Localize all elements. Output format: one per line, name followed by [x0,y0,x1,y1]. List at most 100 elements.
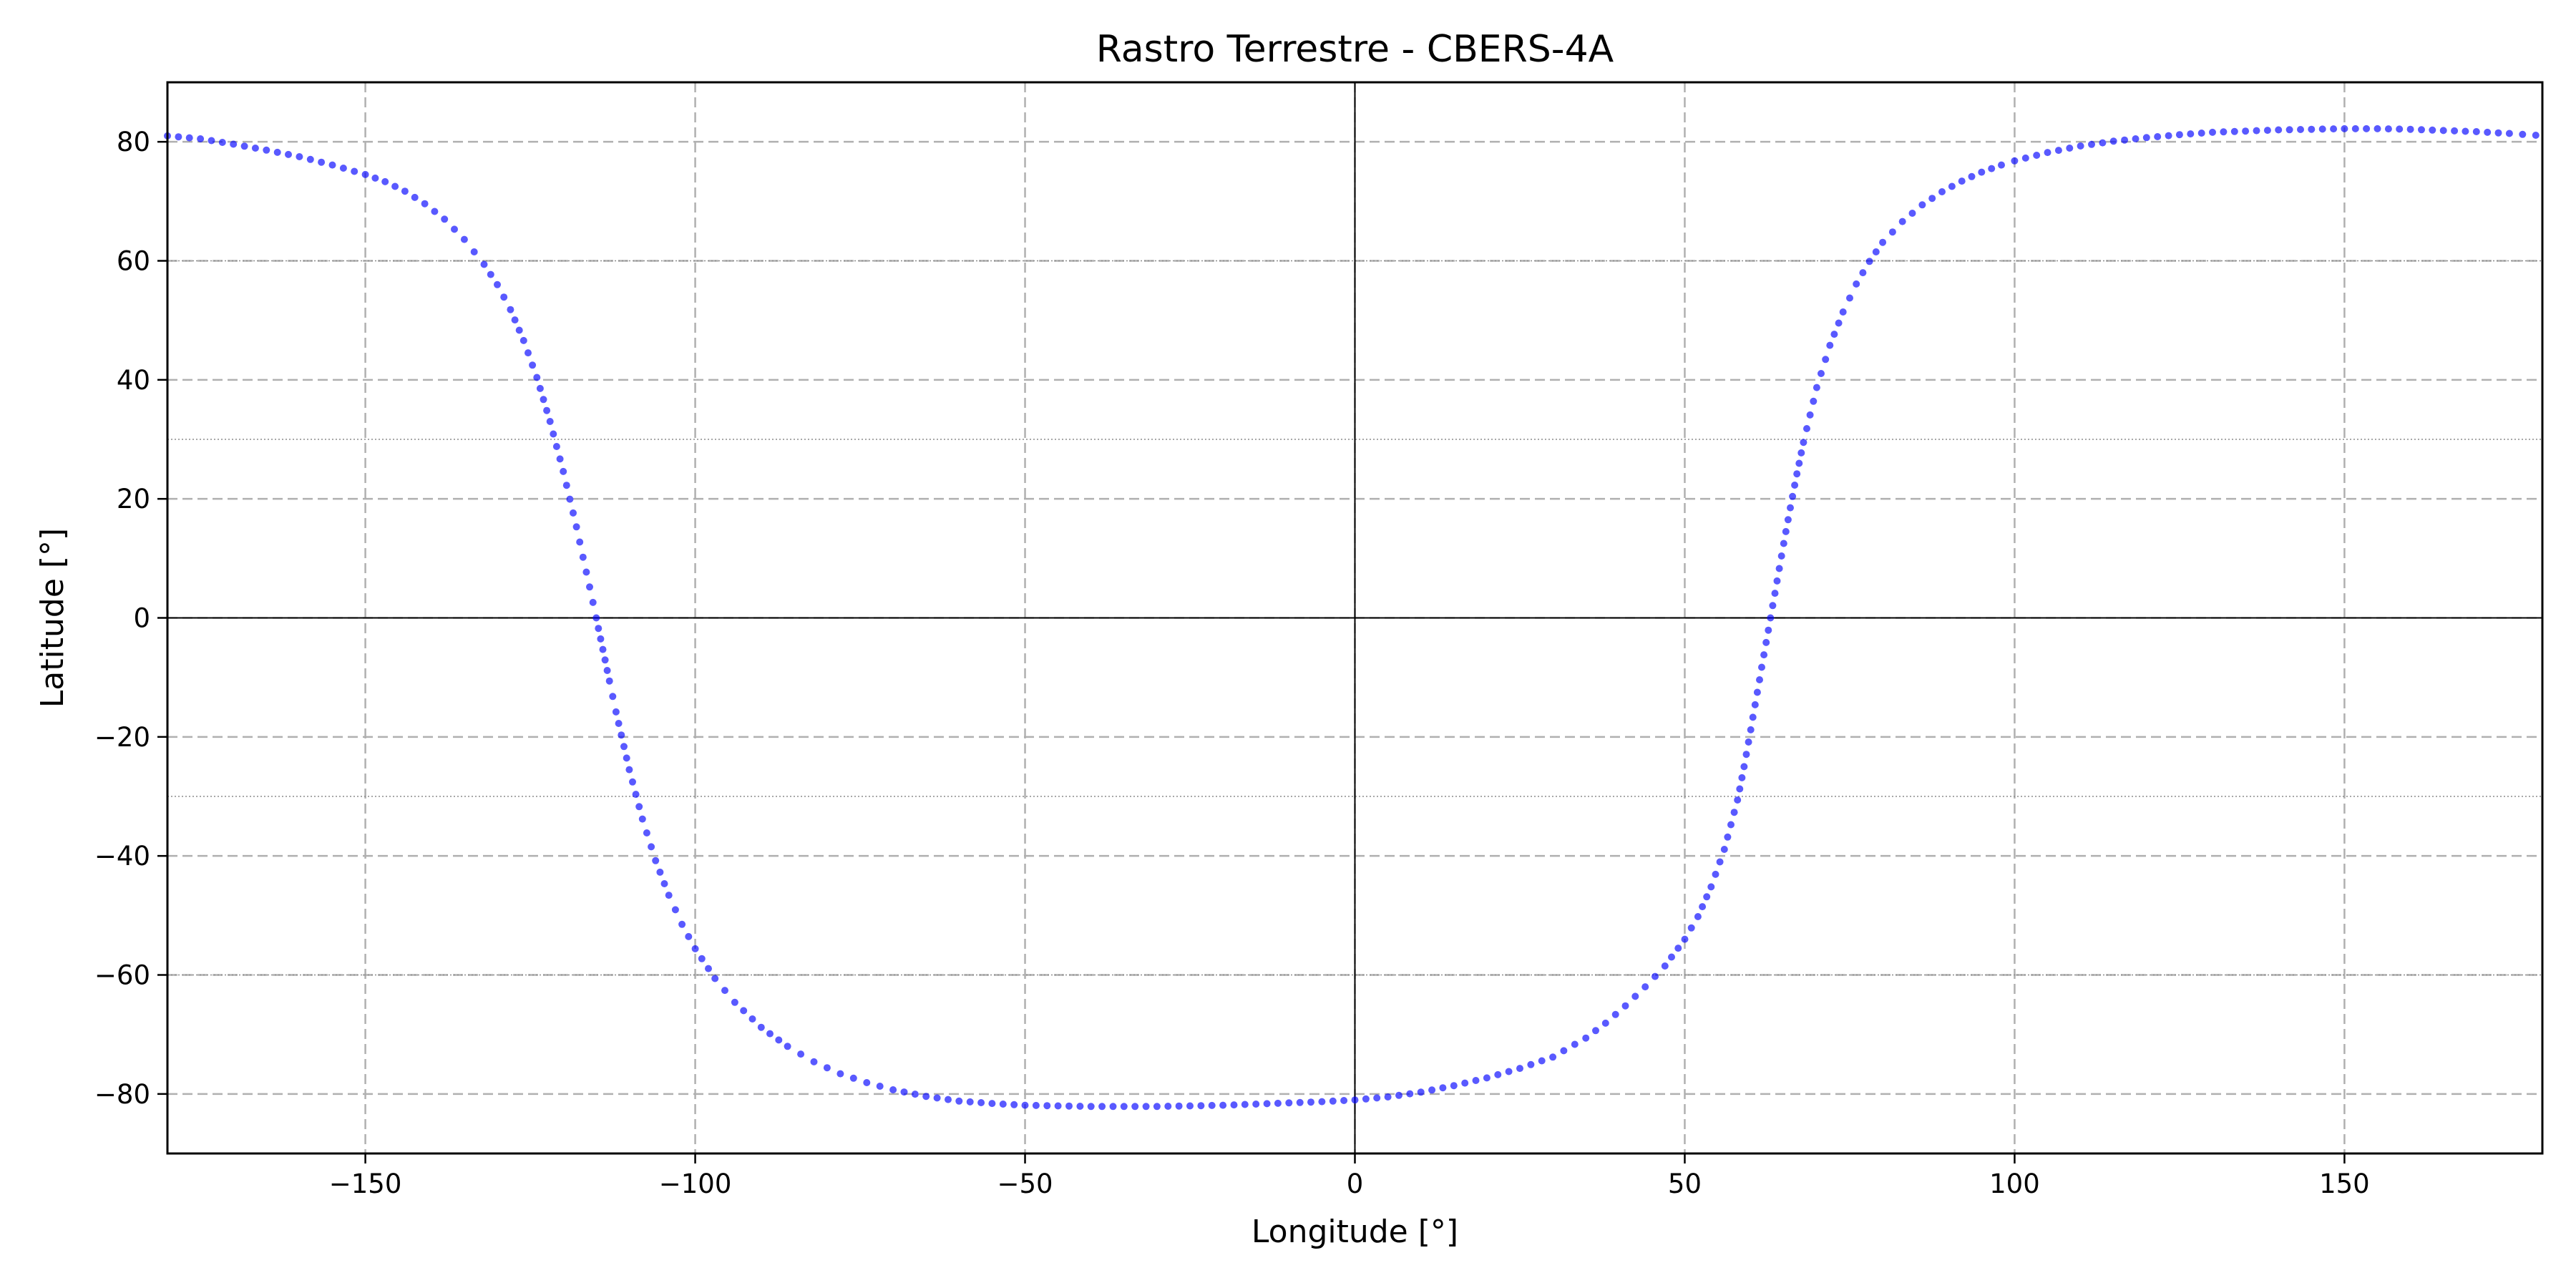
data-point [691,945,699,952]
y-tick-label: −80 [94,1079,150,1110]
data-point [2472,128,2480,135]
data-point [922,1093,930,1101]
data-point [2109,137,2117,145]
data-point [1582,1034,1590,1042]
data-point [1362,1095,1370,1103]
data-point [1450,1082,1458,1090]
data-point [2418,126,2425,134]
data-point [2275,126,2283,134]
data-point [251,145,259,152]
data-point [1592,1027,1599,1035]
data-point [1021,1101,1029,1109]
data-point [1395,1091,1402,1099]
data-point [2429,126,2436,134]
data-point [1918,201,1926,209]
data-point [1307,1098,1314,1106]
y-tick-label: −40 [94,841,150,872]
data-point [550,430,557,438]
data-point [933,1094,941,1102]
data-point [711,975,719,982]
data-point [1241,1101,1249,1108]
data-point [1753,688,1761,696]
data-point [230,140,238,148]
data-point [609,693,617,701]
data-point [1865,258,1873,265]
y-tick-label: −60 [94,960,150,991]
data-point [1734,796,1742,804]
plot-area: −150 −100 −50 0 50 100 150 −80 −60 −40 −20 0 20 40 60 8… [34,28,2544,1250]
data-point [1329,1097,1337,1105]
data-point [615,720,623,727]
data-point [1406,1090,1414,1098]
data-point [1043,1102,1051,1110]
data-point [612,708,620,716]
data-point [1789,492,1797,500]
data-point [328,161,336,169]
data-point [836,1070,844,1078]
data-point [1560,1047,1568,1055]
data-point [757,1023,765,1031]
data-point [2209,128,2216,136]
data-point [507,306,514,313]
data-point [1793,470,1801,478]
data-point [1822,356,1830,364]
data-point [1988,165,1996,172]
data-point [685,932,693,940]
data-point [721,987,728,995]
data-point [1219,1101,1227,1109]
data-point [566,495,574,503]
data-point [2165,132,2172,140]
data-point [1762,638,1770,646]
data-point [1839,308,1847,316]
data-point [1782,527,1790,535]
data-point [1010,1101,1018,1108]
data-point [1803,425,1810,432]
data-point [240,142,248,150]
data-point [1712,870,1719,878]
data-point [185,134,193,142]
data-point [945,1096,952,1103]
data-point [2330,125,2338,133]
data-point [698,955,706,962]
data-point [595,625,602,633]
data-point [2088,140,2095,148]
data-point [1818,370,1825,377]
data-point [2297,126,2304,133]
data-point [1142,1103,1150,1111]
data-point [849,1074,857,1082]
data-point [2384,125,2392,133]
data-point [1888,228,1896,236]
data-point [2532,132,2540,140]
data-point [1527,1060,1535,1068]
data-point [1968,172,1976,180]
data-point [671,906,679,914]
data-point [1756,676,1763,683]
data-point [740,1007,748,1015]
data-point [1054,1102,1062,1110]
data-point [1621,1002,1629,1010]
data-point [1483,1074,1491,1082]
data-point [1716,858,1724,866]
data-point [592,614,600,622]
x-tick-label: 150 [2319,1169,2370,1199]
data-point [660,880,668,887]
y-tick-label: 40 [117,365,150,396]
data-point [784,1043,791,1050]
data-point [643,829,650,836]
data-point [318,158,326,166]
data-point [536,384,544,392]
data-point [1694,913,1702,920]
data-point [1730,809,1738,816]
data-point [599,645,607,653]
x-tick-label: 100 [1989,1169,2040,1199]
data-point [1872,248,1880,255]
data-point [863,1079,871,1086]
data-point [632,791,640,799]
data-point [705,965,712,972]
data-point [2373,125,2381,132]
data-point [605,677,613,685]
data-point [1472,1077,1480,1084]
data-point [487,270,494,278]
data-point [1674,945,1682,952]
